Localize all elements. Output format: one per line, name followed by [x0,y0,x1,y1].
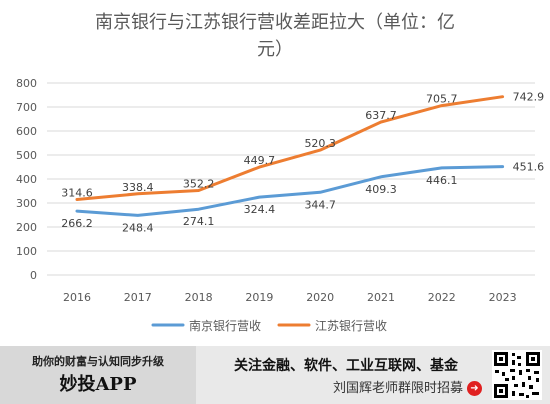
legend-label: 江苏银行营收 [315,319,387,333]
footer-brand-panel: 助你的财富与认知同步升级 妙投APP [0,346,196,404]
promo-recruit[interactable]: 刘国辉老师群限时招募 ➜ [210,377,482,396]
x-tick-label: 2017 [124,291,152,304]
x-tick-label: 2019 [245,291,273,304]
footer-brand[interactable]: 妙投APP [59,374,137,395]
data-label: 324.4 [244,203,276,216]
y-tick-label: 300 [16,197,37,210]
chart-title-line-1: 南京银行与江苏银行营收差距拉大（单位：亿 [95,12,455,33]
y-tick-label: 800 [16,77,37,90]
line-chart: 南京银行与江苏银行营收差距拉大（单位：亿元） 0 100 200 300 400 500 60… [16,12,545,333]
arrow-right-icon: ➜ [467,381,482,396]
x-tick-label: 2018 [185,291,213,304]
series-line-1 [75,165,505,217]
data-label: 742.9 [513,91,545,104]
qr-code-icon[interactable] [492,350,542,400]
data-label: 344.7 [304,198,336,211]
data-label: 705.7 [426,93,458,106]
legend-label: 南京银行营收 [189,318,261,333]
data-label: 248.4 [122,221,154,234]
data-label: 266.2 [61,217,93,230]
y-tick-label: 200 [16,221,37,234]
data-label: 338.4 [122,181,154,194]
promo-recruit-text: 刘国辉老师群限时招募 [332,381,463,396]
promo-footer: 助你的财富与认知同步升级 妙投APP 关注金融、软件、工业互联网、基金 刘国辉老… [0,346,550,404]
y-tick-label: 100 [16,245,37,258]
y-tick-label: 600 [16,125,37,138]
y-tick-label: 400 [16,173,37,186]
y-tick-label: 500 [16,149,37,162]
data-label: 274.1 [183,215,215,228]
y-tick-label: 0 [30,269,37,282]
x-tick-label: 2023 [489,291,517,304]
x-tick-label: 2022 [428,291,456,304]
chart-title-line-2: 元） [257,39,293,60]
data-label: 520.3 [304,137,336,150]
data-label: 446.1 [426,174,458,187]
series-line-2 [75,95,505,201]
promo-topics: 关注金融、软件、工业互联网、基金 [234,358,458,374]
data-label: 352.2 [183,177,215,190]
data-label: 409.3 [365,183,397,196]
y-tick-label: 700 [16,101,37,114]
data-label: 314.6 [61,186,93,199]
x-tick-label: 2021 [367,291,395,304]
x-tick-label: 2020 [306,291,334,304]
data-label: 451.6 [513,161,545,174]
data-label: 449.7 [244,154,276,167]
footer-tagline: 助你的财富与认知同步升级 [32,355,164,368]
data-label: 637.7 [365,109,397,122]
x-tick-label: 2016 [63,291,91,304]
